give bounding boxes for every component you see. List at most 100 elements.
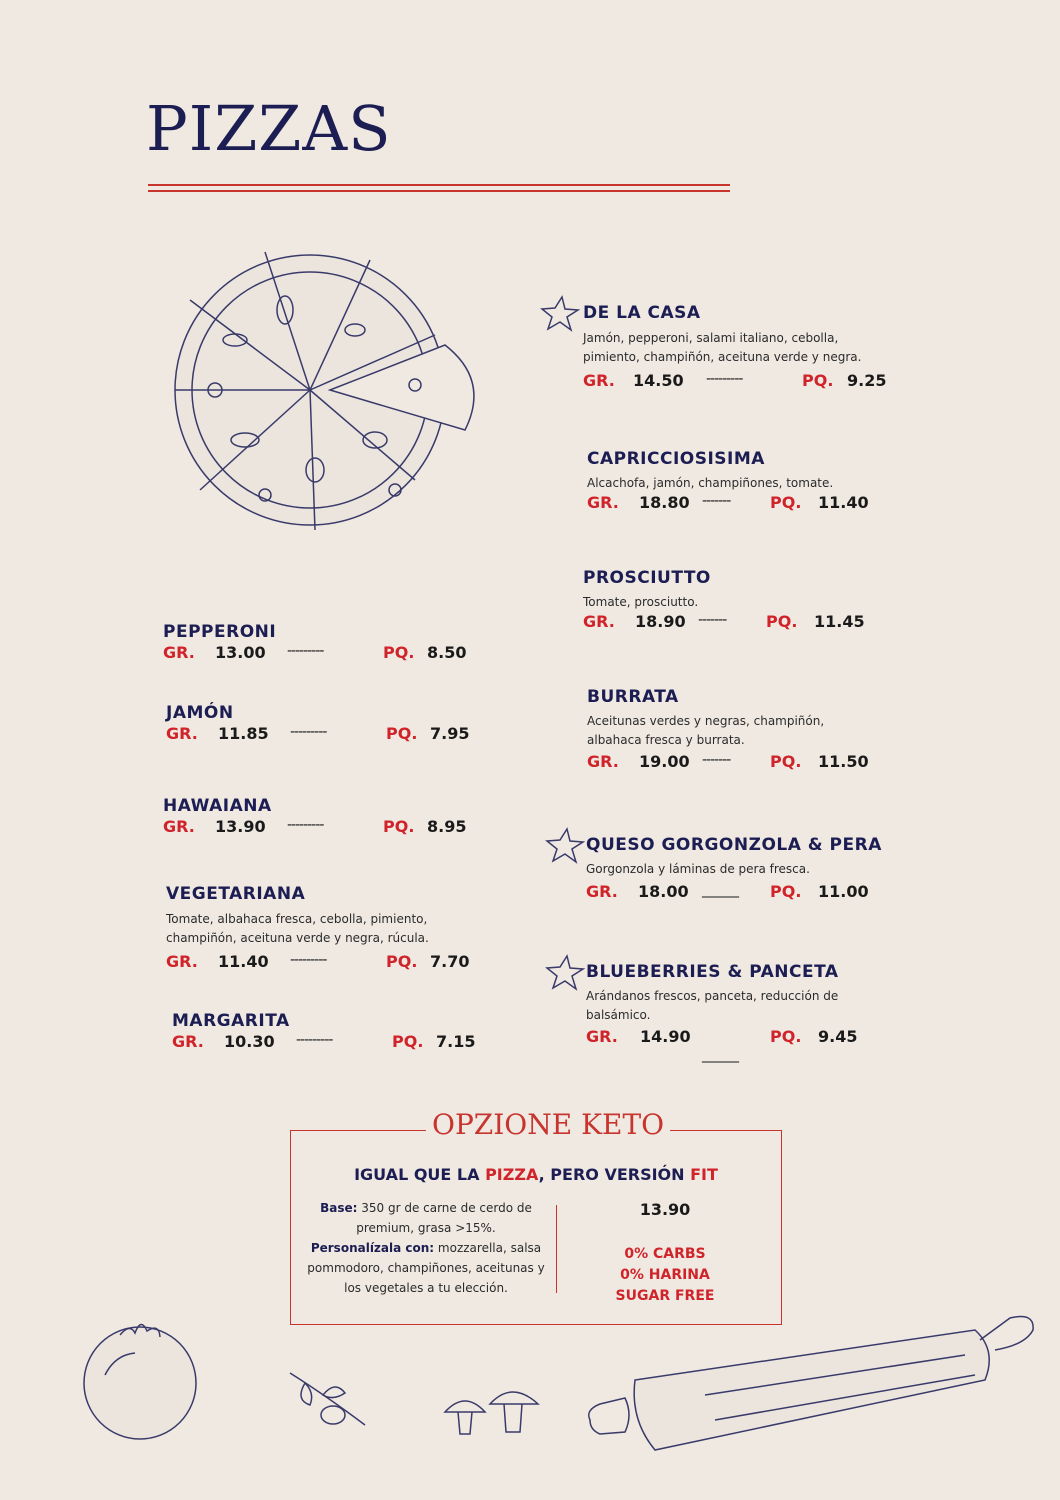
- price-pq: 11.00: [818, 882, 869, 901]
- price-dashes: ---------: [296, 1032, 333, 1048]
- label-gr: GR.: [583, 612, 615, 631]
- price-dashes: ---------: [290, 952, 327, 968]
- label-gr: GR.: [163, 817, 195, 836]
- item-name-blueberries-panceta: BLUEBERRIES & PANCETA: [586, 962, 839, 982]
- price-dashes: -------: [702, 752, 731, 768]
- item-desc-line1: Gorgonzola y láminas de pera fresca.: [586, 862, 810, 876]
- item-name-queso-gorgonzola: QUESO GORGONZOLA & PERA: [586, 835, 882, 855]
- price-pq: 9.25: [847, 371, 887, 390]
- label-gr: GR.: [172, 1032, 204, 1051]
- item-desc-line1: Alcachofa, jamón, champiñones, tomate.: [587, 476, 834, 490]
- keto-sub-b: PIZZA: [485, 1165, 539, 1184]
- item-desc-line1: Tomate, prosciutto.: [583, 595, 699, 609]
- keto-sub-a: IGUAL QUE LA: [354, 1165, 486, 1184]
- price-pq: 11.45: [814, 612, 865, 631]
- item-desc-line1: Aceitunas verdes y negras, champiñón,: [587, 714, 825, 728]
- olive-branch-illustration: [289, 1372, 366, 1426]
- price-dashes: ---------: [287, 817, 324, 833]
- price-gr: 18.80: [639, 493, 690, 512]
- keto-sub-d: FIT: [690, 1165, 718, 1184]
- price-pq: 11.40: [818, 493, 869, 512]
- item-desc-line1: Tomate, albahaca fresca, cebolla, pimien…: [166, 912, 428, 926]
- page-title: PIZZAS: [146, 92, 392, 165]
- label-pq: PQ.: [383, 643, 415, 662]
- label-gr: GR.: [166, 724, 198, 743]
- item-name-margarita: MARGARITA: [172, 1011, 290, 1031]
- price-pq: 8.50: [427, 643, 467, 662]
- price-gr: 10.30: [224, 1032, 275, 1051]
- item-desc-line2: pimiento, champiñón, aceituna verde y ne…: [583, 350, 862, 364]
- price-pq: 7.95: [430, 724, 470, 743]
- keto-title: OPZIONE KETO: [426, 1108, 671, 1141]
- label-gr: GR.: [587, 493, 619, 512]
- label-gr: GR.: [163, 643, 195, 662]
- rolling-pin-illustration: [588, 1315, 1034, 1451]
- keto-divider: [556, 1205, 557, 1293]
- price-gr: 13.00: [215, 643, 266, 662]
- keto-price: 13.90: [639, 1200, 691, 1219]
- keto-tag-carbs: 0% CARBS: [624, 1246, 706, 1262]
- keto-custom-label: Personalízala con:: [310, 1241, 435, 1255]
- keto-tag-sugar: SUGAR FREE: [615, 1288, 715, 1304]
- keto-subtitle: IGUAL QUE LA PIZZA, PERO VERSIÓN FIT: [290, 1165, 782, 1184]
- price-gr: 18.00: [638, 882, 689, 901]
- price-dashes: ______: [702, 882, 739, 898]
- label-gr: GR.: [166, 952, 198, 971]
- price-gr: 11.85: [218, 724, 269, 743]
- price-pq: 11.50: [818, 752, 869, 771]
- price-dashes: -------: [698, 612, 727, 628]
- keto-tags: 0% CARBS 0% HARINA SUGAR FREE: [560, 1244, 770, 1307]
- price-dashes: ---------: [287, 643, 324, 659]
- keto-description: Base: 350 gr de carne de cerdo de premiu…: [300, 1198, 552, 1298]
- price-pq: 7.15: [436, 1032, 476, 1051]
- title-rule-top: [148, 184, 730, 186]
- label-gr: GR.: [586, 1027, 618, 1046]
- title-rule-bottom: [148, 190, 730, 192]
- label-pq: PQ.: [766, 612, 798, 631]
- keto-tag-harina: 0% HARINA: [620, 1267, 710, 1283]
- item-name-vegetariana: VEGETARIANA: [166, 884, 306, 904]
- price-gr: 19.00: [639, 752, 690, 771]
- item-name-de-la-casa: DE LA CASA: [583, 303, 701, 323]
- label-gr: GR.: [583, 371, 615, 390]
- keto-base-label: Base:: [320, 1201, 358, 1215]
- item-name-hawaiana: HAWAIANA: [163, 796, 272, 816]
- pizza-illustration: [174, 251, 475, 531]
- label-pq: PQ.: [386, 952, 418, 971]
- label-pq: PQ.: [770, 882, 802, 901]
- price-dashes: ---------: [290, 724, 327, 740]
- price-gr: 11.40: [218, 952, 269, 971]
- item-name-pepperoni: PEPPERONI: [163, 622, 277, 642]
- label-pq: PQ.: [383, 817, 415, 836]
- item-desc-line1: Arándanos frescos, panceta, reducción de: [586, 989, 839, 1003]
- price-dashes: -------: [702, 493, 731, 509]
- price-pq: 9.45: [818, 1027, 858, 1046]
- label-pq: PQ.: [770, 1027, 802, 1046]
- star-icon: [545, 954, 585, 991]
- price-dashes: ---------: [706, 371, 743, 387]
- item-name-prosciutto: PROSCIUTTO: [583, 568, 711, 588]
- label-gr: GR.: [587, 752, 619, 771]
- star-icon: [545, 827, 585, 864]
- label-pq: PQ.: [770, 752, 802, 771]
- label-pq: PQ.: [770, 493, 802, 512]
- item-desc-line2: balsámico.: [586, 1008, 651, 1022]
- item-name-jamon: JAMÓN: [166, 703, 234, 723]
- price-gr: 14.50: [633, 371, 684, 390]
- price-pq: 8.95: [427, 817, 467, 836]
- item-desc-line2: champiñón, aceituna verde y negra, rúcul…: [166, 931, 429, 945]
- star-icon: [540, 295, 580, 332]
- mushrooms-illustration: [443, 1391, 540, 1435]
- label-pq: PQ.: [802, 371, 834, 390]
- keto-sub-c: , PERO VERSIÓN: [538, 1165, 691, 1184]
- label-gr: GR.: [586, 882, 618, 901]
- label-pq: PQ.: [386, 724, 418, 743]
- item-desc-line2: albahaca fresca y burrata.: [587, 733, 745, 747]
- price-gr: 18.90: [635, 612, 686, 631]
- item-name-capricciosisima: CAPRICCIOSISIMA: [587, 449, 765, 469]
- keto-base-text: 350 gr de carne de cerdo de premium, gra…: [356, 1201, 532, 1235]
- price-gr: 14.90: [640, 1027, 691, 1046]
- keto-custom-text: mozzarella, salsa pommodoro, champiñones…: [307, 1241, 545, 1295]
- label-pq: PQ.: [392, 1032, 424, 1051]
- price-pq: 7.70: [430, 952, 470, 971]
